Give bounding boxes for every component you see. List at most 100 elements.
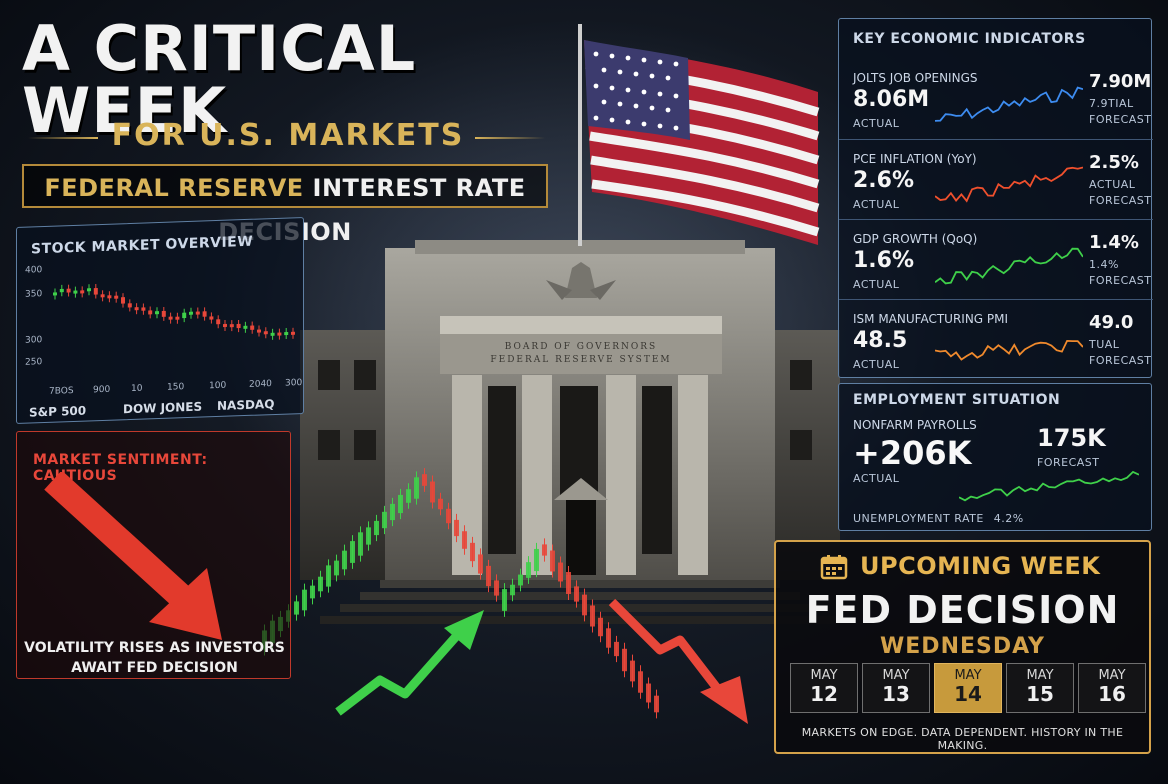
indicator-forecast: 2.5% [1089, 152, 1139, 173]
candle-body [195, 311, 200, 315]
candle-body [430, 481, 435, 503]
unemployment-rate-value: 4.2% [993, 512, 1024, 525]
candle-body [654, 695, 659, 713]
candle-body [216, 319, 221, 325]
candle-body [358, 532, 363, 556]
indicator-name: GDP GROWTH (QoQ) [853, 232, 978, 246]
x-tick: 2040 [249, 379, 272, 390]
candle-body [202, 311, 207, 317]
indicator-forecast-label-2: FORECAST [1089, 354, 1152, 367]
candle-body [630, 660, 635, 682]
page-title: A CRITICAL WEEK [22, 12, 417, 147]
candle-body [134, 307, 139, 311]
calendar-day-15: MAY 15 [1006, 663, 1074, 713]
candle-body [189, 311, 193, 315]
indicator-row: JOLTS JOB OPENINGS 8.06M ACTUAL 7.90M 7.9TIA… [839, 59, 1153, 137]
candle-body [382, 511, 387, 529]
building-inscription-2: FEDERAL RESERVE SYSTEM [490, 355, 671, 365]
candle-body [291, 331, 295, 335]
day-month: MAY [1098, 668, 1126, 683]
candle-body [168, 316, 173, 320]
candle-body [542, 544, 547, 556]
candle-body [582, 594, 587, 616]
candle-body [478, 554, 483, 574]
indicator-actual-label: ACTUAL [853, 278, 900, 291]
indicator-actual: 2.6% [853, 168, 915, 193]
indicator-name: ISM MANUFACTURING PMI [853, 312, 1009, 326]
unemployment-rate-label: UNEMPLOYMENT RATE [853, 512, 984, 525]
candle-body [326, 565, 331, 587]
candle-body [454, 519, 459, 537]
candle-body [236, 323, 241, 329]
banner-white-text: INTEREST RATE DECISION [218, 174, 526, 246]
candle-body [486, 565, 491, 587]
fed-decision-heading: FED DECISION [805, 588, 1120, 632]
day-number: 15 [1026, 682, 1054, 706]
candle-body [243, 325, 248, 329]
candle-body [66, 288, 71, 293]
indicator-forecast-label-2: FORECAST [1089, 194, 1152, 207]
indicator-row: PCE INFLATION (YoY) 2.6% ACTUAL 2.5% ACTUAL F… [839, 139, 1153, 218]
payrolls-sparkline [959, 470, 1139, 502]
indicator-sparkline [935, 86, 1083, 122]
candle-body [127, 303, 132, 308]
candle-body [114, 295, 119, 299]
indicator-actual: 48.5 [853, 328, 908, 353]
index-label-nasdaq: NASDAQ [217, 397, 275, 414]
nonfarm-forecast-label: FORECAST [1037, 456, 1100, 469]
indicator-actual-label: ACTUAL [853, 117, 900, 130]
indicator-sparkline [935, 339, 1083, 361]
candle-body [284, 331, 289, 336]
candle-body [229, 324, 234, 328]
flag-icon [584, 40, 820, 245]
stock-candle-chart [53, 283, 295, 340]
sparkline-path [935, 86, 1083, 122]
day-month: MAY [882, 668, 910, 683]
x-tick: 7BOS [49, 386, 74, 397]
candle-body [93, 287, 98, 295]
candle-body [302, 589, 307, 611]
candle-body [277, 332, 282, 336]
subtitle-rule-left [28, 137, 98, 139]
upcoming-title: UPCOMING WEEK [860, 552, 1101, 580]
calendar-day-13: MAY 13 [862, 663, 930, 713]
candle-body [350, 541, 355, 563]
candle-body [414, 477, 419, 499]
candle-body [182, 312, 187, 319]
calendar-day-14: MAY 14 [934, 663, 1002, 713]
candle-body [614, 641, 619, 657]
nonfarm-label: NONFARM PAYROLLS [853, 418, 977, 432]
candle-body [510, 584, 515, 596]
upcoming-footer-note: MARKETS ON EDGE. DATA DEPENDENT. HISTORY… [801, 726, 1124, 752]
indicator-forecast-label-1: 7.9TIAL [1089, 97, 1134, 110]
candle-body [534, 548, 539, 572]
candle-body [263, 331, 268, 335]
indicator-actual: 1.6% [853, 248, 915, 273]
sparkline-path [935, 247, 1083, 285]
candle-body [209, 316, 214, 320]
candle-body [342, 550, 347, 570]
y-tick: 400 [25, 265, 43, 276]
employment-situation-panel: EMPLOYMENT SITUATION NONFARM PAYROLLS +2… [838, 383, 1152, 531]
candle-body [502, 589, 507, 611]
calendar-day-16: MAY 16 [1078, 663, 1146, 713]
index-label-sp500: S&P 500 [29, 403, 87, 420]
sparkline-path [959, 470, 1139, 502]
candle-body [310, 585, 315, 599]
calendar-day-12: MAY 12 [790, 663, 858, 713]
candle-body [550, 550, 555, 572]
day-month: MAY [954, 668, 982, 683]
x-tick: 150 [167, 382, 185, 393]
candle-body [606, 628, 611, 648]
indicator-name: JOLTS JOB OPENINGS [853, 71, 978, 85]
stock-panel-title: STOCK MARKET OVERVIEW [31, 233, 254, 258]
candle-body [494, 580, 499, 596]
indicator-row: ISM MANUFACTURING PMI 48.5 ACTUAL 49.0 TUAL F… [839, 299, 1153, 378]
candle-body [574, 586, 579, 602]
candle-body [87, 288, 91, 292]
candle-body [558, 562, 563, 582]
candle-body [155, 311, 159, 315]
candle-body [398, 494, 403, 514]
day-month: MAY [1026, 668, 1054, 683]
